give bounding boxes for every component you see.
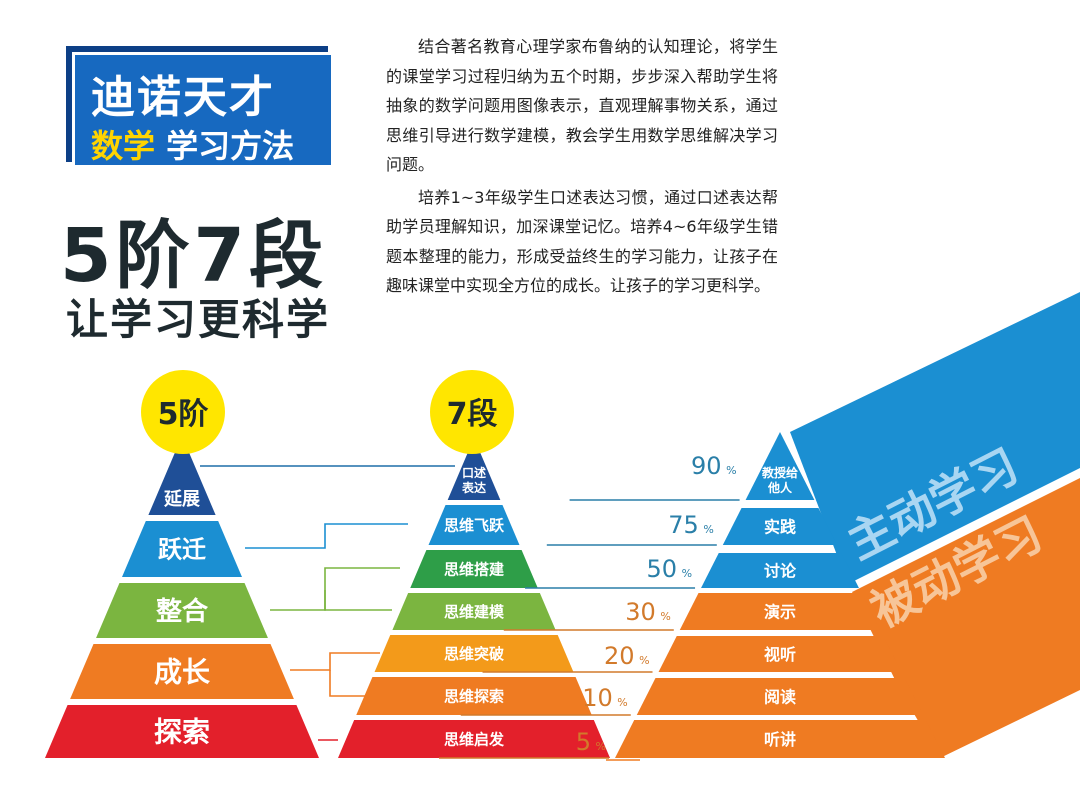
p3-layer <box>745 432 815 500</box>
p7-layer-label: 思维探索 <box>444 687 504 705</box>
p3-layer <box>679 593 881 630</box>
p7-layer-label: 思维突破 <box>444 645 504 663</box>
p3-layer-label: 教授给他人 <box>761 466 798 495</box>
p7-layer-label: 思维启发 <box>444 730 505 748</box>
p5-layer-label: 成长 <box>154 656 210 689</box>
percent-sign: % <box>596 740 606 753</box>
p5-layer-label: 探索 <box>154 716 210 749</box>
connector-line <box>329 670 365 697</box>
badge-5-stage <box>141 370 225 454</box>
headline: 5阶7段 <box>60 213 327 299</box>
p5-layer <box>148 436 216 515</box>
p3-layer <box>722 508 838 545</box>
connector-line <box>245 523 408 549</box>
paragraph: 培养1~3年级学生口述表达习惯，通过口述表达帮助学员理解知识，加深课堂记忆。培养… <box>386 187 778 296</box>
brand-rest: 学习方法 <box>166 127 295 165</box>
p3-layer <box>701 553 859 588</box>
retention-percent: 50 <box>646 555 677 583</box>
p3-layer <box>636 678 924 715</box>
p7-layer-label: 思维搭建 <box>444 560 505 578</box>
p3-layer-label: 阅读 <box>764 687 796 706</box>
retention-percent: 5 <box>576 728 591 756</box>
p7-layer <box>374 635 574 672</box>
p7-layer-label: 思维建模 <box>444 603 505 621</box>
p5-layer-label: 延展 <box>163 489 201 510</box>
paragraph: 结合著名教育心理学家布鲁纳的认知理论，将学生的课堂学习过程归纳为五个时期，步步深… <box>386 37 778 174</box>
intro-text: 结合著名教育心理学家布鲁纳的认知理论，将学生的课堂学习过程归纳为五个时期，步步深… <box>386 32 778 304</box>
retention-percent: 20 <box>604 642 635 670</box>
active-learning-band <box>790 292 1080 584</box>
p3-apex-label-box: 教授给他人 <box>761 466 798 495</box>
retention-percent: 90 <box>691 452 722 480</box>
percent-sign: % <box>682 567 692 580</box>
p3-layer-label: 讨论 <box>764 561 797 580</box>
percent-sign: % <box>639 654 649 667</box>
percent-sign: % <box>703 523 713 536</box>
p7-apex-label-box: 口述表达 <box>461 466 486 495</box>
percent-sign: % <box>617 696 627 709</box>
p3-layer-label: 演示 <box>764 602 796 621</box>
p7-layer-label: 口述表达 <box>461 466 486 495</box>
retention-percent: 75 <box>668 511 699 539</box>
percent-sign: % <box>660 610 670 623</box>
brand-highlight: 数学 <box>91 127 156 165</box>
retention-percent: 30 <box>625 598 656 626</box>
p3-layer <box>658 636 902 672</box>
p7-layer-label: 思维飞跃 <box>444 516 505 534</box>
brand-line2: 数学 学习方法 <box>91 121 294 167</box>
p3-layer-label: 听讲 <box>764 730 796 749</box>
connector-line <box>270 567 400 611</box>
p7-layer <box>410 550 538 588</box>
badge-7-section <box>430 370 514 454</box>
brand-logo: 迪诺天才 数学 学习方法 <box>68 48 336 170</box>
p7-layer <box>338 720 610 758</box>
subheadline: 让学习更科学 <box>66 295 331 344</box>
p3-layer-label: 视听 <box>764 645 796 664</box>
p5-layer <box>96 583 268 638</box>
p5-layer-label: 整合 <box>156 596 209 627</box>
p7-layer <box>447 438 501 500</box>
percent-sign: % <box>726 464 736 477</box>
p7-layer <box>392 593 556 630</box>
p7-layer <box>356 677 592 715</box>
p5-layer-label: 跃迁 <box>158 536 206 564</box>
badge-5-label: 5阶 <box>158 397 209 432</box>
connector-line <box>290 652 380 671</box>
badge-7-label: 7段 <box>447 397 498 432</box>
p5-layer <box>70 644 294 699</box>
p7-layer <box>428 505 520 545</box>
p3-layer <box>615 720 945 758</box>
p5-layer <box>45 705 319 758</box>
connector-line <box>324 590 392 611</box>
retention-percent: 10 <box>582 684 613 712</box>
p5-layer <box>122 521 242 577</box>
brand-line1: 迪诺天才 <box>91 72 275 123</box>
p3-layer-label: 实践 <box>764 517 796 536</box>
